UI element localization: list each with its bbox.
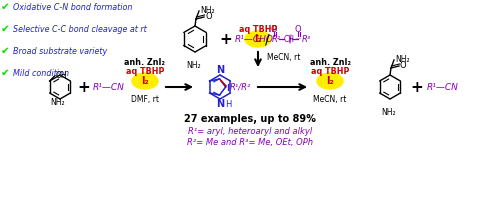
Text: R²: R² — [272, 34, 281, 44]
Text: OH: OH — [56, 71, 67, 80]
Text: NH₂: NH₂ — [395, 55, 409, 63]
Text: +: + — [78, 80, 90, 95]
Text: 27 examples, up to 89%: 27 examples, up to 89% — [184, 114, 316, 124]
Text: O: O — [270, 24, 278, 33]
Text: R¹= aryl, heteroaryl and alkyl: R¹= aryl, heteroaryl and alkyl — [188, 127, 312, 137]
Text: R²= Me and R³= Me, OEt, OPh: R²= Me and R³= Me, OEt, OPh — [187, 138, 313, 148]
Text: NH₂: NH₂ — [200, 6, 214, 15]
Text: —: — — [295, 36, 301, 42]
Text: +: + — [410, 80, 424, 95]
Text: aq TBHP: aq TBHP — [126, 67, 164, 75]
Text: O: O — [205, 11, 212, 20]
Text: aq TBHP: aq TBHP — [311, 67, 349, 75]
Text: /: / — [264, 32, 270, 46]
Text: R¹/R²: R¹/R² — [230, 83, 251, 91]
Text: anh. ZnI₂: anh. ZnI₂ — [124, 58, 166, 67]
Ellipse shape — [132, 73, 158, 89]
Text: O: O — [294, 24, 302, 33]
Text: NH₂: NH₂ — [186, 61, 202, 70]
Text: R¹—CN: R¹—CN — [93, 83, 125, 91]
Text: R¹—CN: R¹—CN — [427, 83, 459, 91]
Text: N: N — [216, 65, 224, 75]
Text: R¹—CHO: R¹—CHO — [235, 34, 274, 44]
Text: +: + — [220, 32, 232, 46]
Text: NH₂: NH₂ — [50, 98, 64, 107]
Text: N: N — [216, 99, 224, 109]
Text: Mild condition: Mild condition — [13, 69, 69, 77]
Text: DMF, rt: DMF, rt — [131, 95, 159, 103]
Ellipse shape — [245, 31, 271, 47]
Text: NH₂: NH₂ — [382, 108, 396, 117]
Text: ✔: ✔ — [1, 24, 10, 34]
Text: Oxidative C-N bond formation: Oxidative C-N bond formation — [13, 3, 132, 11]
Text: H: H — [226, 100, 232, 109]
Text: Broad substrate variety: Broad substrate variety — [13, 46, 107, 56]
Text: I₂: I₂ — [326, 76, 334, 86]
Text: ✔: ✔ — [1, 46, 10, 56]
Text: MeCN, rt: MeCN, rt — [314, 95, 346, 103]
Text: I₂: I₂ — [254, 34, 262, 44]
Text: CH: CH — [284, 34, 295, 44]
Text: O: O — [400, 60, 406, 70]
Text: Selective C-C bond cleavage at rt: Selective C-C bond cleavage at rt — [13, 24, 147, 33]
Text: ✔: ✔ — [1, 68, 10, 78]
Text: ✔: ✔ — [1, 2, 10, 12]
Text: R³: R³ — [302, 34, 311, 44]
Text: MeCN, rt: MeCN, rt — [267, 52, 300, 61]
Text: anh. ZnI₂: anh. ZnI₂ — [310, 58, 350, 67]
Ellipse shape — [317, 73, 343, 89]
Text: I₂: I₂ — [141, 76, 149, 86]
Text: aq TBHP: aq TBHP — [239, 24, 277, 33]
